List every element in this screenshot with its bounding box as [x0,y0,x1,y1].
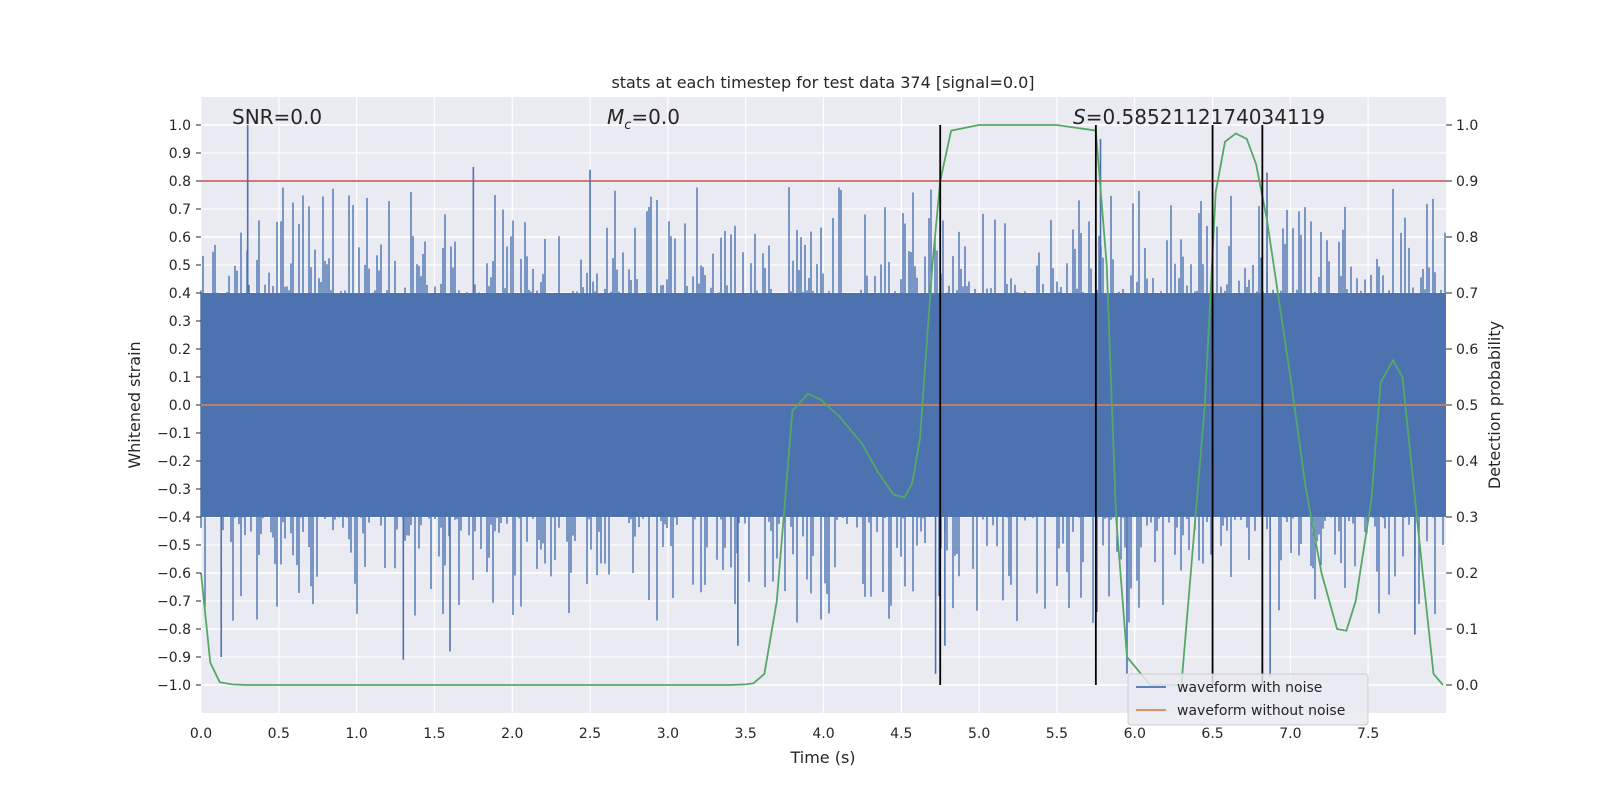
y-tick-label: 0.3 [169,314,191,330]
snr-annotation: SNR=0.0 [232,105,322,129]
x-tick-label: 4.5 [890,726,912,742]
s-value: =0.5852112174034119 [1086,105,1325,129]
mc-subscript: c [624,118,631,133]
series-line-detection-probability [200,124,1444,686]
vertical-markers [939,125,1264,685]
noise-spikes [200,125,1446,677]
y2-tick-label: 0.7 [1456,286,1478,302]
x-tick-label: 0.0 [190,726,212,742]
y2-tick-label: 0.6 [1456,342,1478,358]
y-tick-label: −0.1 [157,426,191,442]
s-symbol: S [1073,105,1086,129]
y2-tick-label: 1.0 [1456,118,1478,134]
y-tick-label: −1.0 [157,678,191,694]
x-axis-ticks: 0.0 0.5 1.0 1.5 2.0 2.5 3.0 3.5 4.0 4.5 5.0 5.5 6.0 6… [190,726,1379,742]
x-tick-label: 1.5 [423,726,445,742]
y-tick-label: 1.0 [169,118,191,134]
y-tick-label: −0.9 [157,650,191,666]
legend-label-with-noise: waveform with noise [1177,680,1322,696]
x-tick-label: 5.0 [968,726,990,742]
legend-box [1127,673,1369,726]
y-tick-label: −0.4 [157,510,191,526]
y2-axis-ticks: 1.0 0.9 0.8 0.7 0.6 0.5 0.4 0.3 0.2 0.1 0.0 [1446,118,1478,694]
y-axis-label: Whitened strain [125,341,144,468]
y-tick-label: −0.7 [157,594,191,610]
x-tick-label: 3.5 [735,726,757,742]
x-tick-label: 7.0 [1279,726,1301,742]
y-tick-label: 0.9 [169,146,191,162]
y2-tick-label: 0.8 [1456,230,1478,246]
y2-tick-label: 0.3 [1456,510,1478,526]
legend-label-without-noise: waveform without noise [1177,703,1345,719]
y2-tick-label: 0.4 [1456,454,1478,470]
y-tick-label: −0.5 [157,538,191,554]
x-tick-label: 4.0 [812,726,834,742]
y2-tick-label: 0.5 [1456,398,1478,414]
y-tick-label: 0.2 [169,342,191,358]
y-tick-label: 0.1 [169,370,191,386]
y-tick-label: 0.0 [169,398,191,414]
x-tick-label: 2.5 [579,726,601,742]
y-tick-label: −0.2 [157,454,191,470]
y2-tick-label: 0.0 [1456,678,1478,694]
x-tick-label: 6.0 [1124,726,1146,742]
s-annotation: S=0.5852112174034119 [1073,105,1325,129]
x-tick-label: 2.0 [501,726,523,742]
y-tick-label: −0.6 [157,566,191,582]
y-tick-label: 0.5 [169,258,191,274]
y-tick-label: 0.4 [169,286,191,302]
legend: waveform with noise waveform without noi… [1127,673,1369,726]
y-tick-label: 0.7 [169,202,191,218]
y2-tick-label: 0.1 [1456,622,1478,638]
y2-axis-label: Detection probability [1485,321,1504,489]
x-tick-label: 6.5 [1201,726,1223,742]
y2-tick-label: 0.9 [1456,174,1478,190]
y-tick-label: 0.8 [169,174,191,190]
x-tick-label: 1.0 [345,726,367,742]
y-axis-ticks: 1.0 0.9 0.8 0.7 0.6 0.5 0.4 0.3 0.2 0.1 0.0 −0.1 −0.… [157,118,201,694]
x-tick-label: 0.5 [268,726,290,742]
y-tick-label: −0.3 [157,482,191,498]
x-tick-label: 3.0 [657,726,679,742]
x-tick-label: 5.5 [1046,726,1068,742]
mc-symbol: M [607,105,624,129]
mc-annotation: Mc=0.0 [607,105,680,133]
y-tick-label: 0.6 [169,230,191,246]
x-axis-label: Time (s) [789,748,855,767]
x-tick-label: 7.5 [1357,726,1379,742]
mc-value: =0.0 [631,105,680,129]
chart-title: stats at each timestep for test data 374… [611,73,1034,92]
y-tick-label: −0.8 [157,622,191,638]
y2-tick-label: 0.2 [1456,566,1478,582]
